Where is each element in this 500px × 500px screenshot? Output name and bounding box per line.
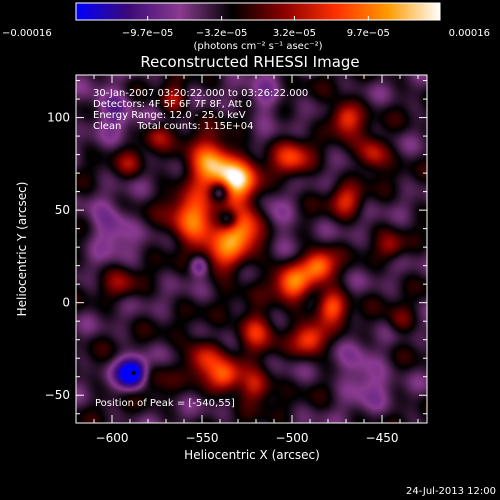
- annotation-time-range: 30-Jan-2007 03:20:22.000 to 03:26:22.000: [93, 88, 308, 99]
- colorbar-tick-label: −3.2e−05: [196, 28, 248, 39]
- y-tick-label: 0: [62, 296, 70, 310]
- peak-position-label: Position of Peak = [-540,55]: [95, 398, 235, 409]
- colorbar-tick-label: 9.7e−05: [347, 28, 390, 39]
- heatmap-image: [76, 75, 427, 423]
- colorbar-unit-label: (photons cm⁻² s⁻¹ asec⁻²): [193, 41, 322, 52]
- plot-frame: [75, 74, 428, 424]
- minimum-marker: [131, 371, 136, 376]
- y-tick-label: 50: [55, 203, 70, 217]
- x-tick-label: −500: [276, 431, 309, 445]
- colorbar: −0.00016 −9.7e−05 −3.2e−05 3.2e−05 9.7e−05 0.…: [2, 2, 490, 52]
- footer-date: 24-Jul-2013 12:00: [406, 486, 496, 497]
- colorbar-tick-label: −9.7e−05: [122, 28, 174, 39]
- y-axis-label: Heliocentric Y (arcsec): [15, 182, 29, 317]
- colorbar-ticks: −0.00016 −9.7e−05 −3.2e−05 3.2e−05 9.7e−05 0.…: [2, 16, 490, 39]
- colorbar-tick-label: −0.00016: [2, 28, 52, 39]
- x-tick-label: −600: [96, 431, 129, 445]
- colorbar-gradient: [75, 2, 441, 21]
- annotation-energy-range: Energy Range: 12.0 - 25.0 keV: [93, 110, 246, 121]
- annotations: 30-Jan-2007 03:20:22.000 to 03:26:22.000…: [93, 88, 308, 409]
- y-tick-label: −50: [45, 388, 70, 402]
- colorbar-tick-label: 0.00016: [449, 28, 490, 39]
- x-axis-label: Heliocentric X (arcsec): [184, 448, 320, 462]
- y-tick-label: 100: [47, 111, 70, 125]
- annotation-detectors: Detectors: 4F 5F 6F 7F 8F, Att 0: [93, 99, 252, 110]
- annotation-clean-counts: Clean Total counts: 1.15E+04: [93, 121, 253, 132]
- x-tick-label: −550: [186, 431, 219, 445]
- chart-title: Reconstructed RHESSI Image: [140, 53, 359, 71]
- x-tick-label: −450: [366, 431, 399, 445]
- colorbar-tick-label: 3.2e−05: [273, 28, 316, 39]
